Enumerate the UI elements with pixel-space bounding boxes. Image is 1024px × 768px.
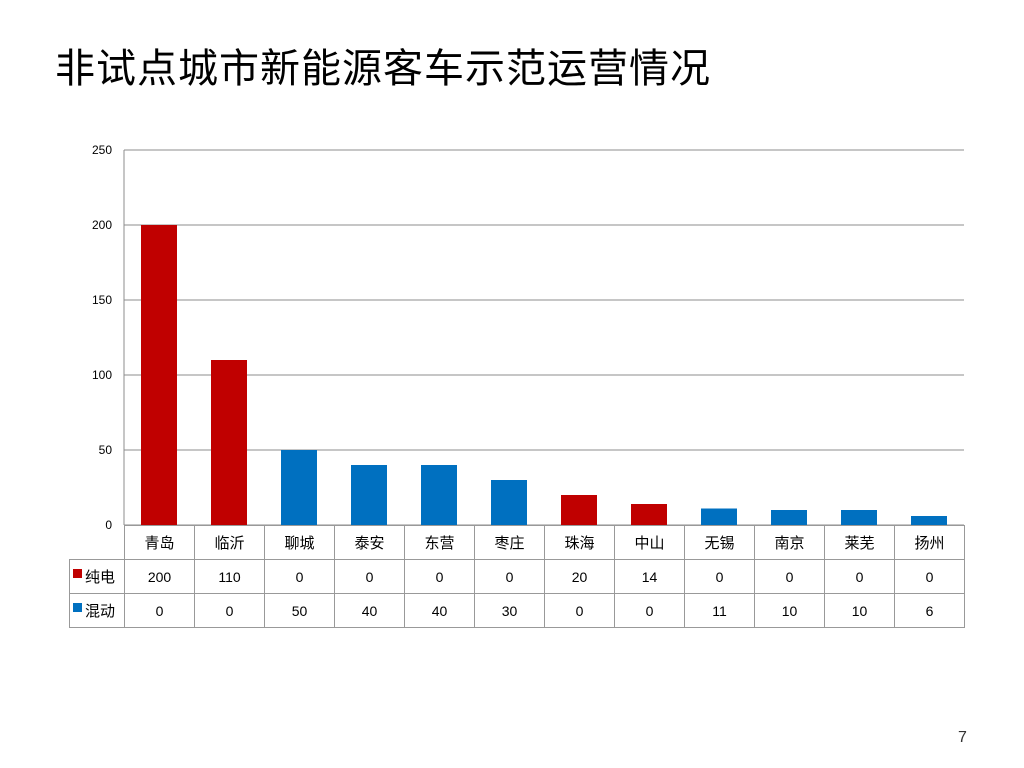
data-label: 0 [824,559,895,594]
data-label: 50 [264,593,335,628]
y-tick-label: 0 [105,518,112,532]
data-label: 0 [474,559,545,594]
legend-entry: 混动 [69,593,125,628]
data-label: 40 [334,593,405,628]
x-tick-label: 枣庄 [474,525,545,560]
data-label: 14 [614,559,685,594]
table-corner-cell [69,525,125,560]
x-tick-label: 聊城 [264,525,335,560]
data-label: 110 [194,559,265,594]
legend-swatch [73,569,82,578]
data-label: 40 [404,593,475,628]
category-row: 青岛 临沂 聊城 泰安 东营 枣庄 珠海 中山 无锡 南京 莱芜 扬州 [69,525,965,560]
data-label: 0 [334,559,405,594]
data-label: 20 [544,559,615,594]
data-label: 11 [684,593,755,628]
x-tick-label: 中山 [614,525,685,560]
bar-hybrid [491,480,527,525]
bar-hybrid [771,510,807,525]
data-label: 200 [124,559,195,594]
bar-hybrid [421,465,457,525]
chart-data-table: 青岛 临沂 聊城 泰安 东营 枣庄 珠海 中山 无锡 南京 莱芜 扬州 纯电 200 110 0 0 0 0 20 1… [69,525,965,628]
bar-electric [561,495,597,525]
data-label: 0 [124,593,195,628]
bar-hybrid [701,508,737,525]
data-label: 30 [474,593,545,628]
bar-hybrid [841,510,877,525]
bar-hybrid [911,516,947,525]
series-row-electric: 纯电 200 110 0 0 0 0 20 14 0 0 0 0 [69,559,965,594]
data-label: 0 [754,559,825,594]
x-tick-label: 莱芜 [824,525,895,560]
x-tick-label: 泰安 [334,525,405,560]
x-tick-label: 无锡 [684,525,755,560]
bar-electric [631,504,667,525]
page-number: 7 [958,729,967,746]
legend-swatch [73,603,82,612]
x-tick-label: 扬州 [894,525,965,560]
data-label: 0 [684,559,755,594]
x-tick-label: 南京 [754,525,825,560]
bar-hybrid [281,450,317,525]
bar-electric [141,225,177,525]
data-label: 0 [404,559,475,594]
y-tick-label: 100 [92,368,112,382]
x-tick-label: 珠海 [544,525,615,560]
data-label: 0 [894,559,965,594]
y-tick-label: 200 [92,218,112,232]
data-label: 10 [754,593,825,628]
data-label: 0 [614,593,685,628]
y-tick-label: 50 [99,443,113,457]
data-label: 0 [544,593,615,628]
bar-chart: 0 50 100 150 200 250 [92,143,964,532]
slide-title: 非试点城市新能源客车示范运营情况 [55,46,711,92]
bar-electric [211,360,247,525]
x-tick-label: 青岛 [124,525,195,560]
data-label: 0 [194,593,265,628]
x-tick-label: 东营 [404,525,475,560]
legend-label: 纯电 [85,569,116,586]
y-tick-label: 250 [92,143,112,157]
x-tick-label: 临沂 [194,525,265,560]
data-label: 0 [264,559,335,594]
y-tick-label: 150 [92,293,112,307]
data-label: 10 [824,593,895,628]
bar-hybrid [351,465,387,525]
legend-label: 混动 [85,603,116,620]
data-label: 6 [894,593,965,628]
legend-entry: 纯电 [69,559,125,594]
series-row-hybrid: 混动 0 0 50 40 40 30 0 0 11 10 10 6 [69,593,965,628]
